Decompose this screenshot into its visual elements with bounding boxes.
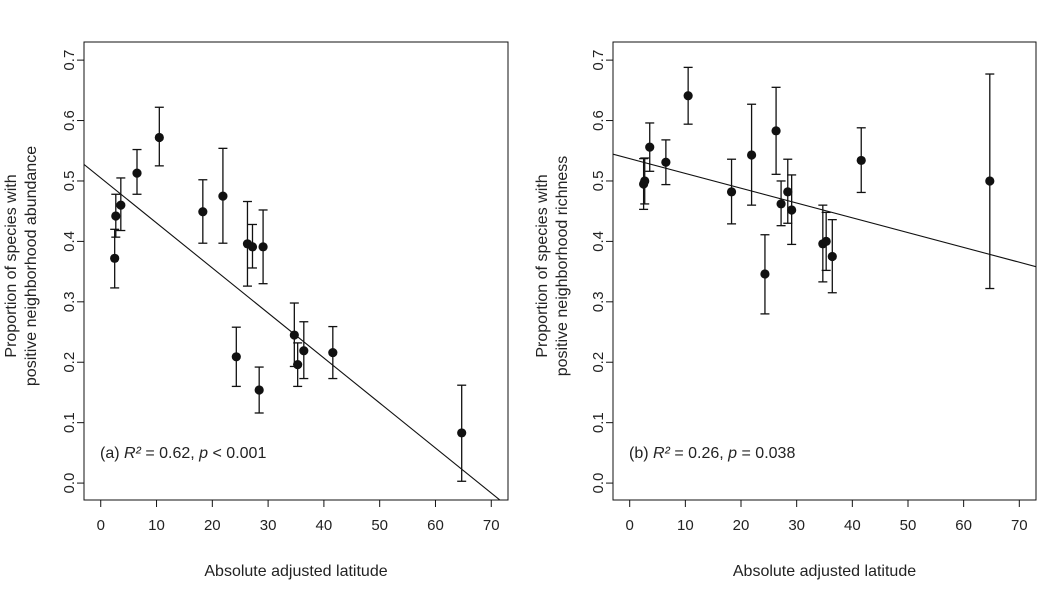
data-point bbox=[827, 251, 837, 262]
y-axis-label-line: Proportion of species with bbox=[534, 174, 551, 357]
x-tick-label: 10 bbox=[677, 517, 694, 534]
y-tick-label: 0.7 bbox=[61, 50, 78, 71]
x-tick-label: 60 bbox=[955, 517, 972, 534]
data-point bbox=[289, 330, 299, 340]
annotation-stat2: p bbox=[727, 445, 737, 462]
data-point bbox=[771, 126, 781, 136]
data-point bbox=[457, 428, 467, 438]
data-point bbox=[726, 187, 737, 197]
x-tick-label: 60 bbox=[427, 517, 444, 534]
data-point bbox=[299, 346, 309, 356]
x-tick-label: 10 bbox=[148, 517, 165, 534]
x-tick-label: 0 bbox=[97, 517, 105, 534]
y-tick-label: 0.1 bbox=[590, 412, 607, 433]
y-tick-label: 0.7 bbox=[590, 50, 607, 71]
x-tick-label: 70 bbox=[1011, 517, 1028, 534]
plot-frame bbox=[612, 41, 1037, 501]
x-tick-label: 50 bbox=[900, 517, 917, 534]
y-tick-label: 0.4 bbox=[61, 231, 78, 252]
data-point bbox=[746, 150, 757, 160]
data-point bbox=[247, 242, 258, 252]
annotation-eq1: = 0.62, bbox=[141, 445, 199, 462]
annotation-eq2: < 0.001 bbox=[208, 445, 266, 462]
regression-line bbox=[613, 153, 1036, 268]
x-axis-label: Absolute adjusted latitude bbox=[204, 563, 387, 580]
data-point bbox=[856, 155, 866, 166]
data-point bbox=[328, 347, 338, 358]
data-point bbox=[776, 199, 786, 209]
x-tick-label: 40 bbox=[844, 517, 861, 534]
y-tick-label: 0.4 bbox=[590, 231, 607, 252]
x-tick-label: 0 bbox=[626, 517, 634, 534]
y-tick-label: 0.0 bbox=[61, 473, 78, 494]
data-point bbox=[645, 142, 655, 152]
plot-frame bbox=[83, 41, 509, 501]
y-axis-label-line: positive neighborhood abundance bbox=[23, 146, 40, 386]
annotation-eq1: = 0.26, bbox=[670, 445, 728, 462]
x-tick-label: 70 bbox=[483, 517, 500, 534]
annotation-eq2: = 0.038 bbox=[737, 445, 795, 462]
panel-a-scatter-plot: 0 10 20 30 40 50 60 70 0.0 0.1 0.2 0.3 0.4 0.5 0.6 0.7 A… bbox=[3, 41, 509, 580]
stats-annotation: (a) R² = 0.62, p < 0.001 bbox=[100, 445, 266, 462]
x-tick-label: 20 bbox=[204, 517, 221, 534]
x-tick-label: 50 bbox=[371, 517, 388, 534]
y-tick-label: 0.3 bbox=[61, 291, 78, 312]
data-point bbox=[254, 385, 264, 395]
data-point bbox=[231, 352, 241, 362]
panel-b-scatter-plot: 0 10 20 30 40 50 60 70 0.0 0.1 0.2 0.3 0.4 0.5 0.6 0.7 A… bbox=[534, 41, 1037, 580]
y-axis-label-line: positive neighborhood richness bbox=[554, 156, 571, 377]
data-point bbox=[198, 207, 208, 217]
data-point bbox=[661, 157, 671, 167]
annotation-prefix: (b) bbox=[629, 445, 653, 462]
y-tick-label: 0.6 bbox=[590, 110, 607, 131]
data-point bbox=[110, 253, 120, 263]
data-point bbox=[683, 91, 693, 101]
data-point bbox=[787, 205, 797, 215]
y-tick-label: 0.2 bbox=[590, 352, 607, 373]
y-tick-label: 0.0 bbox=[590, 473, 607, 494]
annotation-stat1: R² bbox=[653, 445, 671, 462]
data-point bbox=[132, 168, 142, 178]
y-tick-label: 0.2 bbox=[61, 352, 78, 373]
y-axis-label-line: Proportion of species with bbox=[3, 174, 20, 357]
data-point bbox=[116, 200, 126, 210]
data-point bbox=[154, 132, 164, 143]
annotation-stat2: p bbox=[198, 445, 208, 462]
y-tick-label: 0.3 bbox=[590, 291, 607, 312]
data-point bbox=[218, 191, 228, 201]
data-point bbox=[258, 242, 268, 252]
x-axis-label: Absolute adjusted latitude bbox=[733, 563, 916, 580]
data-point bbox=[640, 176, 650, 186]
data-point bbox=[985, 176, 995, 186]
x-tick-label: 20 bbox=[733, 517, 750, 534]
x-tick-label: 30 bbox=[260, 517, 277, 534]
data-point bbox=[111, 211, 121, 221]
data-point bbox=[760, 269, 770, 279]
y-tick-label: 0.5 bbox=[590, 171, 607, 192]
y-tick-label: 0.1 bbox=[61, 412, 78, 433]
data-point bbox=[821, 236, 831, 246]
data-point bbox=[783, 187, 793, 197]
x-tick-label: 40 bbox=[316, 517, 333, 534]
y-tick-label: 0.6 bbox=[61, 110, 78, 131]
annotation-stat1: R² bbox=[124, 445, 142, 462]
data-point bbox=[293, 360, 303, 370]
x-tick-label: 30 bbox=[788, 517, 805, 534]
stats-annotation: (b) R² = 0.26, p = 0.038 bbox=[629, 445, 795, 462]
y-tick-label: 0.5 bbox=[61, 171, 78, 192]
annotation-prefix: (a) bbox=[100, 445, 124, 462]
